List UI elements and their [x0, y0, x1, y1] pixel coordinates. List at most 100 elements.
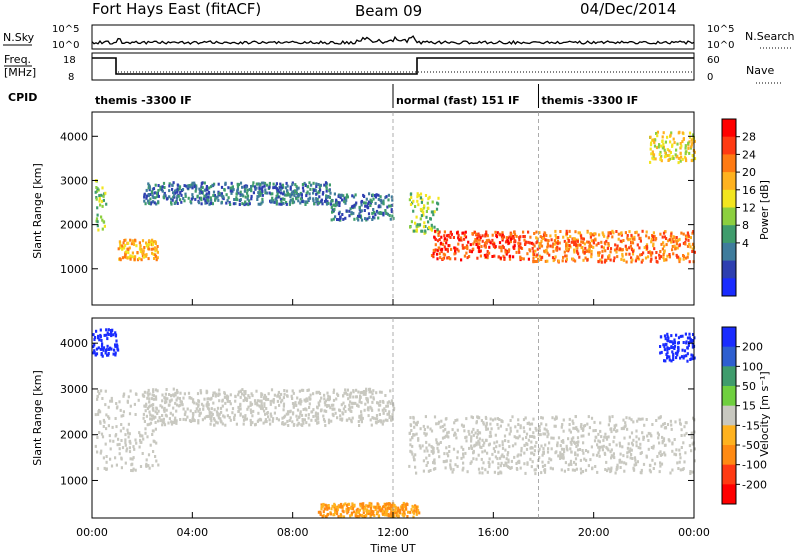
colorbar-tick-label: 24 — [742, 148, 756, 161]
range-gate-cell — [626, 427, 629, 431]
range-gate-cell — [196, 194, 199, 198]
range-gate-cell — [508, 432, 511, 436]
range-gate-cell — [102, 425, 105, 428]
range-gate-cell — [355, 388, 358, 392]
range-gate-cell — [285, 193, 288, 197]
range-gate-cell — [501, 231, 504, 235]
range-gate-cell — [649, 251, 652, 255]
range-gate-cell — [280, 200, 283, 204]
range-gate-cell — [388, 400, 391, 404]
range-gate-cell — [379, 400, 382, 404]
range-gate-cell — [97, 412, 100, 416]
range-gate-cell — [541, 453, 544, 457]
range-gate-cell — [369, 204, 372, 207]
range-gate-cell — [315, 192, 318, 196]
cpid-row: themis -3300 IF normal (fast) 151 IF themi… — [95, 84, 638, 108]
range-gate-cell — [530, 422, 534, 426]
range-gate-cell — [250, 187, 253, 191]
range-gate-cell — [172, 420, 175, 424]
range-gate-cell — [620, 257, 623, 261]
range-gate-cell — [658, 143, 661, 147]
range-gate-cell — [350, 506, 353, 510]
range-gate-cell — [162, 408, 166, 412]
range-gate-cell — [389, 204, 392, 208]
range-gate-cell — [286, 189, 289, 193]
range-gate-cell — [99, 410, 102, 414]
range-gate-cell — [540, 239, 543, 243]
range-gate-cell — [95, 347, 98, 351]
range-gate-cell — [203, 188, 207, 192]
range-gate-cell — [501, 237, 504, 240]
range-gate-cell — [145, 458, 148, 462]
range-gate-cell — [609, 258, 612, 262]
range-gate-cell — [477, 246, 481, 250]
range-gate-cell — [318, 186, 321, 189]
range-gate-cell — [654, 238, 657, 242]
range-gate-cell — [389, 512, 392, 516]
x-tick-label: 00:00 — [76, 526, 108, 539]
range-gate-cell — [349, 400, 352, 404]
y-tick-label: 3000 — [60, 383, 88, 396]
range-gate-cell — [653, 144, 657, 148]
range-gate-cell — [439, 425, 442, 429]
range-gate-cell — [596, 443, 599, 447]
range-gate-cell — [637, 417, 640, 421]
range-gate-cell — [183, 184, 186, 188]
range-gate-cell — [571, 468, 574, 472]
range-gate-cell — [474, 238, 477, 241]
range-gate-cell — [687, 233, 690, 237]
range-gate-cell — [555, 415, 558, 419]
range-gate-cell — [235, 192, 238, 196]
range-gate-cell — [505, 457, 508, 461]
range-gate-cell — [515, 436, 518, 440]
range-gate-cell — [607, 435, 610, 439]
range-gate-cell — [574, 457, 578, 461]
range-gate-cell — [372, 397, 375, 401]
range-gate-cell — [370, 504, 373, 508]
range-gate-cell — [465, 251, 468, 255]
range-gate-cell — [629, 456, 632, 460]
range-gate-cell — [353, 205, 356, 209]
range-gate-cell — [580, 246, 583, 250]
range-gate-cell — [96, 220, 99, 224]
range-gate-cell — [243, 390, 246, 394]
range-gate-cell — [360, 218, 364, 222]
range-gate-cell — [182, 417, 185, 421]
range-gate-cell — [389, 504, 392, 508]
range-gate-cell — [301, 183, 304, 186]
range-gate-cell — [501, 446, 505, 450]
range-gate-cell — [266, 183, 269, 187]
range-gate-cell — [121, 244, 124, 248]
range-gate-cell — [101, 435, 105, 439]
range-gate-cell — [656, 260, 659, 264]
range-gate-cell — [507, 458, 510, 462]
range-gate-cell — [329, 191, 332, 195]
range-gate-cell — [316, 197, 319, 201]
range-gate-cell — [669, 340, 672, 344]
range-gate-cell — [310, 183, 313, 187]
range-gate-cell — [170, 398, 173, 402]
range-gate-cell — [219, 406, 223, 410]
range-gate-cell — [453, 252, 456, 256]
range-gate-cell — [470, 435, 473, 439]
range-gate-cell — [264, 398, 268, 402]
range-gate-cell — [114, 331, 117, 335]
range-gate-cell — [377, 514, 380, 518]
range-gate-cell — [239, 407, 242, 411]
range-gate-cell — [652, 446, 655, 450]
nsearch-label: N.Search — [745, 30, 795, 43]
range-gate-cell — [675, 236, 678, 239]
range-gate-cell — [333, 504, 336, 507]
range-gate-cell — [487, 238, 490, 242]
range-gate-cell — [233, 418, 236, 421]
range-gate-cell — [138, 431, 141, 435]
range-gate-cell — [178, 187, 181, 191]
range-gate-cell — [402, 514, 406, 518]
range-gate-cell — [496, 457, 499, 461]
range-gate-cell — [125, 255, 128, 259]
range-gate-cell — [239, 190, 242, 194]
range-gate-cell — [347, 397, 350, 401]
range-gate-cell — [286, 184, 289, 188]
range-gate-cell — [457, 249, 460, 253]
colorbar-swatch — [722, 346, 736, 367]
